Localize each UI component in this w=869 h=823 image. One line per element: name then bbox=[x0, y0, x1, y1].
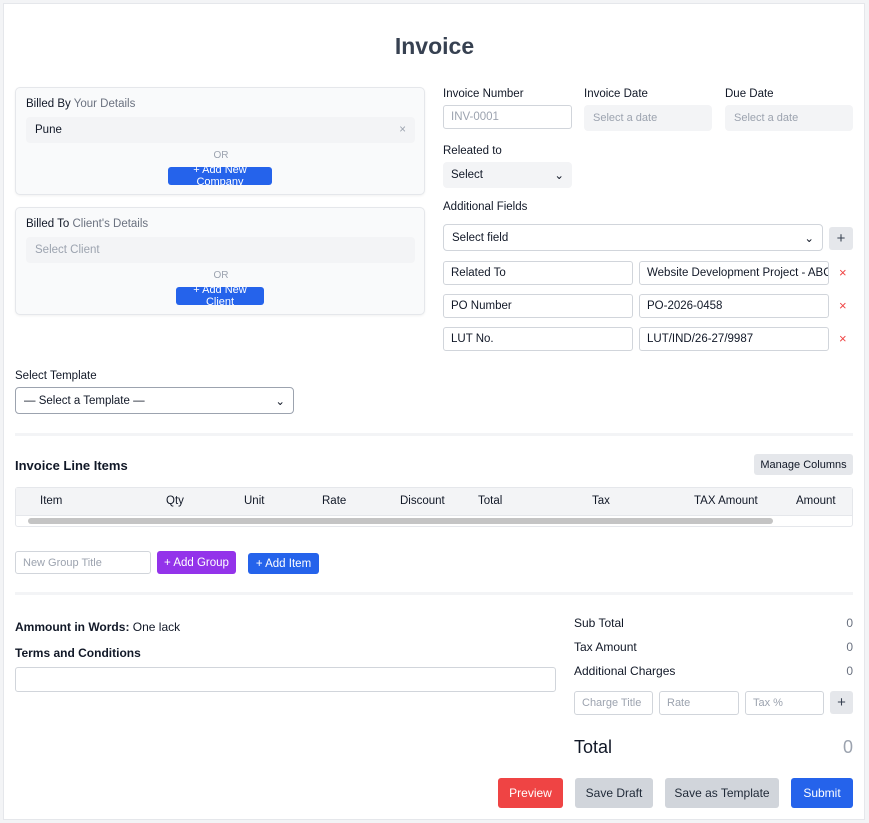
column-header: Rate bbox=[322, 495, 347, 507]
horizontal-scrollbar[interactable] bbox=[28, 518, 773, 524]
line-items-title: Invoice Line Items bbox=[15, 458, 128, 473]
field-value-input[interactable]: PO-2026-0458 bbox=[639, 294, 829, 318]
chevron-down-icon: ⌄ bbox=[554, 170, 564, 182]
billed-to-card: Billed To Client's Details Select Client… bbox=[15, 207, 425, 315]
total-label: Total bbox=[574, 737, 613, 757]
billed-to-label: Billed To bbox=[26, 218, 70, 230]
or-divider: OR bbox=[213, 270, 229, 281]
billed-by-card: Billed By Your Details Pune × OR + Add Ne… bbox=[15, 87, 425, 195]
amount-words-value: One lack bbox=[132, 620, 181, 634]
additional-charges-value: 0 bbox=[846, 664, 853, 678]
billed-by-sub: Your Details bbox=[73, 98, 136, 110]
related-to-value: Select bbox=[451, 169, 483, 181]
column-header: Tax bbox=[592, 495, 610, 507]
template-label: Select Template bbox=[15, 370, 97, 382]
column-header: Discount bbox=[400, 495, 445, 507]
billed-to-sub: Client's Details bbox=[72, 218, 149, 230]
add-company-button[interactable]: + Add New Company bbox=[168, 164, 272, 188]
page-title: Invoice bbox=[394, 33, 475, 59]
total-value: 0 bbox=[842, 737, 853, 757]
add-item-button[interactable]: + Add Item bbox=[248, 553, 319, 574]
related-to-label: Releated to bbox=[443, 145, 502, 157]
tax-amount-value: 0 bbox=[846, 640, 853, 654]
add-client-button[interactable]: + Add New Client bbox=[176, 284, 264, 308]
chevron-down-icon: ⌄ bbox=[804, 232, 814, 245]
charge-rate-input[interactable]: Rate bbox=[659, 691, 739, 715]
preview-button[interactable]: Preview bbox=[498, 778, 563, 808]
field-key-input[interactable]: Related To bbox=[443, 261, 633, 285]
field-value-input[interactable]: LUT/IND/26-27/9987 bbox=[639, 327, 829, 351]
column-header: Amount bbox=[796, 495, 836, 507]
table-header bbox=[16, 488, 852, 516]
field-key-input[interactable]: LUT No. bbox=[443, 327, 633, 351]
company-value: Pune bbox=[35, 124, 62, 136]
template-value: — Select a Template — bbox=[24, 394, 145, 407]
submit-button[interactable]: Submit bbox=[791, 778, 853, 808]
or-divider: OR bbox=[213, 150, 229, 161]
field-select-value: Select field bbox=[452, 231, 509, 244]
remove-field-icon[interactable]: × bbox=[839, 331, 847, 346]
column-header: Qty bbox=[166, 495, 184, 507]
save-draft-button[interactable]: Save Draft bbox=[575, 778, 653, 808]
remove-field-icon[interactable]: × bbox=[839, 265, 847, 280]
charge-tax-input[interactable]: Tax % bbox=[745, 691, 824, 715]
additional-fields-label: Additional Fields bbox=[443, 201, 528, 213]
divider bbox=[15, 433, 853, 436]
due-date-input[interactable]: Select a date bbox=[725, 105, 853, 131]
additional-charges-label: Additional Charges bbox=[574, 664, 676, 678]
client-select[interactable]: Select Client bbox=[26, 237, 415, 263]
tax-amount-label: Tax Amount bbox=[574, 640, 637, 654]
field-value-input[interactable]: Website Development Project - ABC P bbox=[639, 261, 829, 285]
invoice-number-input[interactable]: INV-0001 bbox=[443, 105, 572, 129]
invoice-date-input[interactable]: Select a date bbox=[584, 105, 712, 131]
clear-icon[interactable]: × bbox=[399, 124, 406, 136]
terms-input[interactable] bbox=[15, 667, 556, 692]
chevron-down-icon: ⌄ bbox=[275, 395, 285, 408]
column-header: TAX Amount bbox=[694, 495, 758, 507]
invoice-number-label: Invoice Number bbox=[443, 88, 524, 100]
line-items-table bbox=[15, 487, 853, 527]
divider bbox=[15, 592, 853, 595]
remove-field-icon[interactable]: × bbox=[839, 298, 847, 313]
billed-by-label: Billed By bbox=[26, 98, 71, 110]
add-group-button[interactable]: + Add Group bbox=[157, 551, 236, 574]
add-field-button[interactable]: + bbox=[829, 227, 853, 250]
terms-label: Terms and Conditions bbox=[15, 646, 141, 660]
field-key-input[interactable]: PO Number bbox=[443, 294, 633, 318]
group-title-input[interactable]: New Group Title bbox=[15, 551, 151, 574]
add-charge-button[interactable]: + bbox=[830, 691, 853, 714]
sub-total-value: 0 bbox=[846, 616, 853, 630]
due-date-label: Due Date bbox=[725, 88, 774, 100]
column-header: Total bbox=[478, 495, 503, 507]
related-to-select[interactable]: Select ⌄ bbox=[443, 162, 572, 188]
manage-columns-button[interactable]: Manage Columns bbox=[754, 454, 853, 475]
invoice-date-label: Invoice Date bbox=[584, 88, 648, 100]
column-header: Item bbox=[40, 495, 63, 507]
sub-total-label: Sub Total bbox=[574, 616, 624, 630]
column-header: Unit bbox=[244, 495, 265, 507]
company-select[interactable]: Pune × bbox=[26, 117, 415, 143]
field-select[interactable]: Select field ⌄ bbox=[443, 224, 823, 251]
template-select[interactable]: — Select a Template — ⌄ bbox=[15, 387, 294, 414]
save-template-button[interactable]: Save as Template bbox=[665, 778, 779, 808]
amount-words-label: Ammount in Words: bbox=[15, 620, 130, 634]
charge-title-input[interactable]: Charge Title bbox=[574, 691, 653, 715]
